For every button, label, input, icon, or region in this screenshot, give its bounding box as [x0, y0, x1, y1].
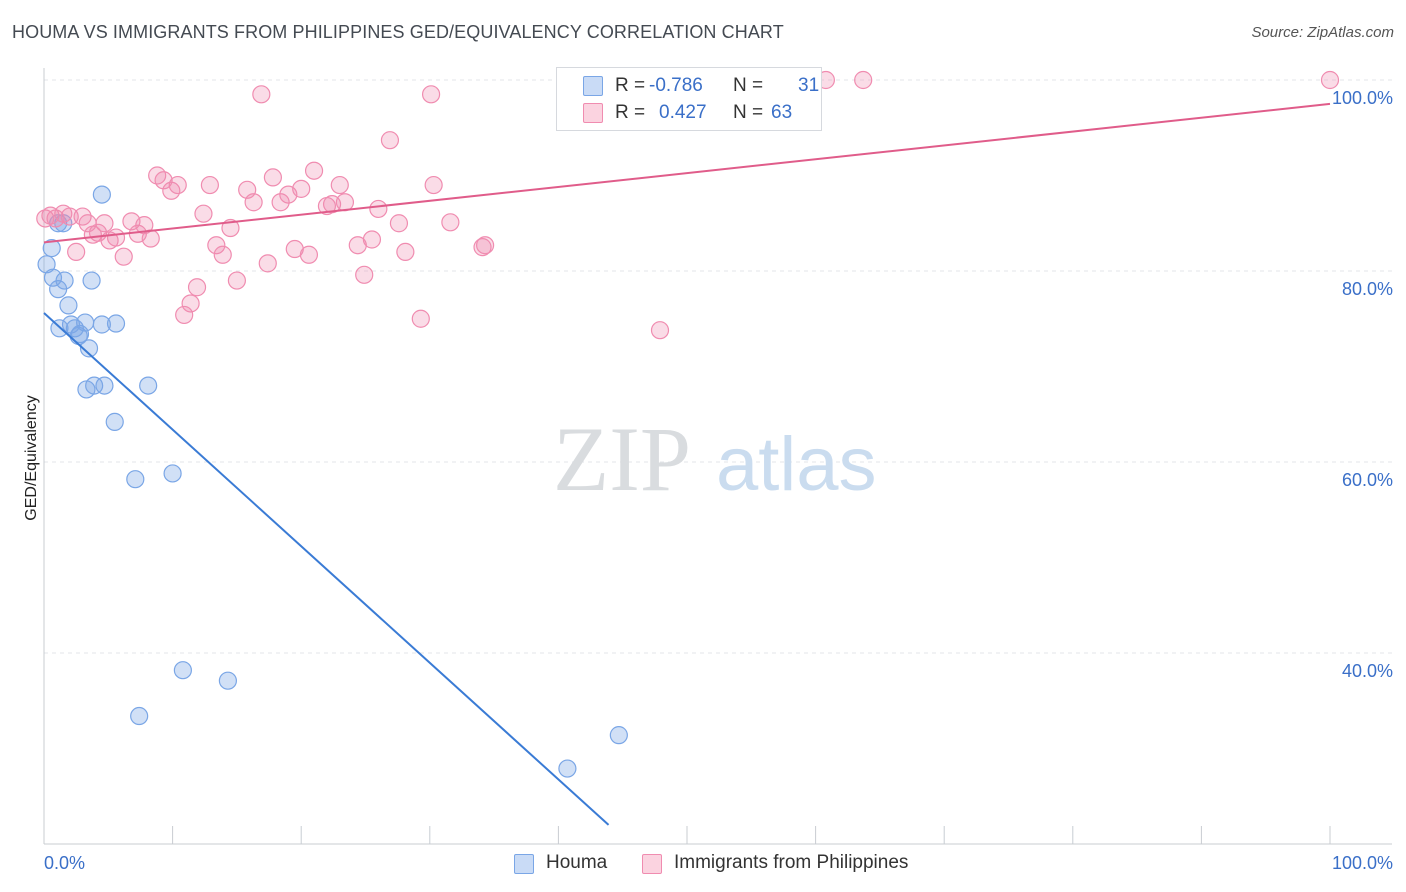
houma-point [95, 376, 114, 395]
legend-r-value: 0.427 [659, 102, 707, 123]
philippines-point [335, 193, 355, 212]
trend-lines [43, 102, 1331, 826]
watermark-atlas: atlas [716, 422, 877, 507]
watermark: ZIP atlas [553, 408, 877, 510]
houma-point [76, 313, 95, 332]
chart-title: HOUMA VS IMMIGRANTS FROM PHILIPPINES GED… [12, 22, 784, 42]
bottom-legend-swatch-houma [514, 854, 534, 874]
philippines-point [213, 245, 232, 264]
x-tick-label: 100.0% [1332, 853, 1393, 873]
x-tick-label: 0.0% [44, 853, 85, 873]
y-tick-label: 60.0% [1342, 470, 1393, 490]
philippines-point [60, 207, 79, 226]
philippines-point [271, 193, 290, 212]
philippines-point [168, 175, 187, 195]
philippines-point [252, 85, 271, 104]
axes [43, 68, 1392, 845]
philippines-point [114, 247, 133, 266]
philippines-point [227, 271, 246, 290]
philippines-point [475, 236, 495, 255]
philippines-point [95, 214, 114, 233]
legend-r-label: R = [615, 75, 646, 96]
legend-n-value: 31 [798, 75, 820, 96]
philippines-point [244, 193, 263, 212]
houma-point [609, 726, 628, 745]
philippines-point [362, 230, 382, 249]
philippines-point [396, 242, 415, 261]
philippines-point [411, 309, 430, 328]
philippines-trend-line [43, 102, 1331, 244]
houma-point [85, 376, 104, 395]
philippines-point [330, 175, 349, 195]
houma-point [218, 671, 237, 690]
houma-trend-line [43, 312, 610, 826]
bottom-legend-label-philippines: Immigrants from Philippines [674, 852, 909, 873]
houma-point [59, 296, 78, 315]
philippines-point [854, 70, 873, 90]
philippines-point [292, 179, 311, 198]
legend-swatch-philippines [583, 103, 603, 123]
houma-point [70, 324, 90, 344]
philippines-point [304, 161, 324, 180]
y-tick-label: 80.0% [1342, 279, 1393, 299]
correlation-legend: R = -0.786 N = 31 R = 0.427 N = 63 [556, 67, 822, 131]
axis-labels: 40.0% 60.0% 80.0% 100.0% 0.0% 100.0% GED/Equiv… [23, 88, 1393, 873]
philippines-point [1320, 70, 1340, 90]
philippines-point [36, 209, 55, 228]
source-label: Source: ZipAtlas.com [1251, 24, 1394, 41]
houma-point [139, 376, 158, 395]
philippines-point [380, 131, 400, 150]
philippines-point [299, 245, 319, 264]
philippines-point [421, 85, 441, 104]
philippines-point [194, 204, 213, 223]
houma-point [43, 268, 63, 287]
philippines-point [424, 175, 443, 195]
houma-point [92, 315, 111, 334]
houma-point [42, 238, 61, 258]
legend-n-value: 63 [771, 102, 793, 123]
houma-point [79, 339, 99, 358]
houma-point [558, 759, 577, 778]
bottom-legend-swatch-philippines [642, 854, 662, 874]
y-tick-label: 40.0% [1342, 661, 1393, 681]
legend-r-label: R = [615, 102, 646, 123]
y-axis-title: GED/Equivalency [23, 395, 40, 520]
philippines-point [263, 168, 283, 187]
philippines-point [650, 321, 670, 340]
philippines-point [200, 175, 219, 195]
philippines-point [369, 199, 388, 219]
gridlines [44, 79, 1392, 654]
houma-point [55, 271, 74, 290]
philippines-point [207, 236, 226, 255]
legend-n-label: N = [733, 102, 764, 123]
philippines-point [258, 254, 277, 273]
philippines-point [473, 238, 492, 257]
y-tick-label: 100.0% [1332, 88, 1393, 108]
watermark-zip: ZIP [553, 408, 691, 510]
philippines-point [181, 294, 200, 313]
legend-n-label: N = [733, 75, 764, 96]
houma-point [92, 185, 111, 204]
philippines-point [389, 214, 409, 233]
houma-point [126, 470, 145, 489]
houma-point [105, 412, 124, 431]
philippines-point [67, 242, 86, 261]
philippines-point [187, 278, 207, 297]
houma-point [130, 706, 149, 726]
houma-point [163, 464, 182, 483]
philippines-point [441, 213, 460, 232]
legend-swatch-houma [583, 76, 603, 96]
philippines-point [141, 229, 160, 248]
houma-point [82, 271, 101, 290]
philippines-point [221, 218, 240, 238]
philippines-point [175, 305, 194, 325]
houma-point [173, 661, 192, 680]
bottom-legend-label-houma: Houma [546, 852, 608, 873]
philippines-point [106, 228, 126, 247]
legend-r-value: -0.786 [649, 75, 703, 96]
houma-point [106, 314, 126, 333]
philippines-point [355, 265, 374, 284]
